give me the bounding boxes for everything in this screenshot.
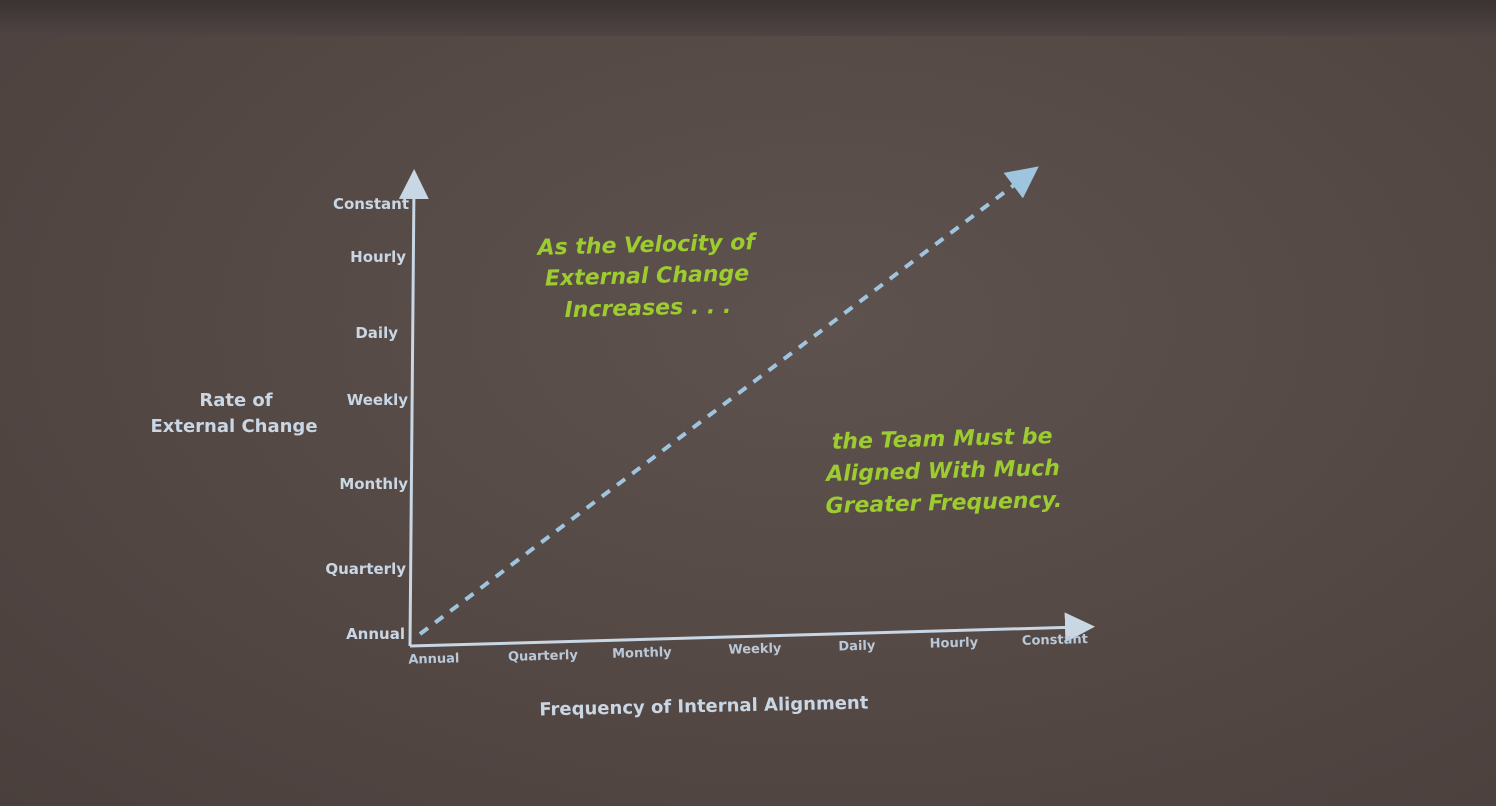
x-tick-label: Annual (408, 651, 459, 667)
x-tick-labels: Annual Quarterly Monthly Weekly Daily Hourly C… (408, 632, 1088, 668)
annotation-team: the Team Must be Aligned With Much Great… (824, 424, 1063, 519)
x-axis-label: Frequency of Internal Alignment (539, 693, 869, 721)
y-axis-label-line-1: Rate of (199, 390, 272, 411)
y-axis (398, 169, 429, 647)
x-tick-label: Constant (1022, 632, 1088, 649)
y-tick-label: Annual (346, 625, 405, 643)
annotation-velocity-line-3: Increases . . . (564, 294, 731, 323)
x-tick-label: Monthly (612, 645, 672, 662)
y-tick-label: Weekly (347, 391, 408, 409)
annotation-team-line-2: Aligned With Much (824, 456, 1060, 487)
x-axis (409, 612, 1095, 648)
annotation-velocity-line-1: As the Velocity of (535, 230, 757, 261)
y-axis-label-line-2: External Change (150, 416, 317, 437)
y-tick-label: Daily (355, 324, 398, 342)
y-tick-label: Constant (333, 195, 409, 213)
x-tick-label: Hourly (930, 635, 979, 651)
y-tick-label: Monthly (339, 475, 408, 493)
x-tick-label: Daily (838, 639, 876, 655)
y-tick-label: Quarterly (325, 560, 406, 578)
y-tick-label: Hourly (350, 248, 406, 266)
x-tick-label: Weekly (728, 641, 782, 657)
top-band (0, 0, 1496, 36)
annotation-team-line-1: the Team Must be (832, 424, 1053, 455)
y-tick-labels: Annual Quarterly Monthly Weekly Daily Hourly C… (325, 195, 409, 643)
annotation-velocity: As the Velocity of External Change Incre… (535, 230, 757, 323)
annotation-team-line-3: Greater Frequency. (825, 488, 1062, 519)
trend-line (418, 166, 1039, 636)
annotation-velocity-line-2: External Change (545, 261, 750, 291)
x-tick-label: Quarterly (508, 648, 579, 665)
